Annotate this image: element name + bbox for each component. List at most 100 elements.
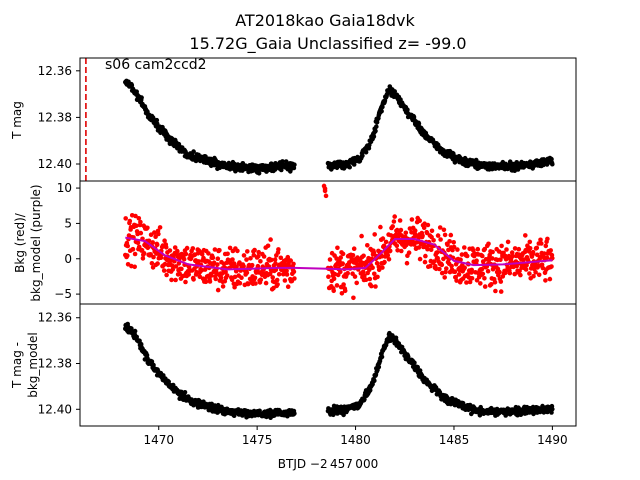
tmag-point bbox=[347, 164, 353, 170]
background-point bbox=[169, 277, 174, 283]
tmag-point bbox=[292, 162, 297, 167]
background-point bbox=[458, 257, 463, 263]
background-point bbox=[184, 245, 190, 251]
background-point bbox=[548, 248, 553, 253]
corrected-point bbox=[134, 334, 139, 340]
background-point bbox=[372, 271, 377, 277]
background-point bbox=[544, 255, 550, 261]
background-model-line bbox=[125, 236, 553, 271]
background-y-ticks: −5 0 5 10 bbox=[54, 181, 80, 301]
tmag-point bbox=[256, 171, 262, 176]
background-point bbox=[127, 218, 133, 224]
background-point bbox=[215, 262, 220, 267]
background-point bbox=[278, 255, 284, 261]
background-point bbox=[285, 284, 291, 290]
background-point bbox=[362, 273, 367, 278]
background-point bbox=[442, 232, 448, 238]
background-point bbox=[154, 242, 160, 248]
y-tick-label: 12.36 bbox=[38, 311, 72, 325]
panel-background: −5 0 5 10 Bkg (red)/ bkg_model (purple) bbox=[13, 180, 577, 305]
sector-annotation: s06 cam2ccd2 bbox=[105, 57, 207, 73]
background-point bbox=[441, 227, 447, 233]
background-point bbox=[249, 262, 255, 268]
background-point bbox=[275, 282, 280, 287]
background-point bbox=[531, 273, 536, 279]
background-point bbox=[273, 261, 278, 266]
background-point bbox=[447, 239, 452, 244]
background-point bbox=[547, 276, 553, 282]
panel-corrected: 12.36 12.38 12.40 1470 1475 1480 1485 1490 T m… bbox=[10, 303, 577, 471]
background-point bbox=[354, 280, 360, 286]
background-point bbox=[215, 256, 221, 262]
background-point bbox=[489, 282, 494, 287]
background-point bbox=[134, 223, 139, 228]
background-point bbox=[469, 276, 475, 281]
corrected-points-group bbox=[123, 321, 555, 421]
background-point bbox=[340, 261, 346, 266]
background-point bbox=[271, 285, 276, 291]
background-point bbox=[449, 263, 454, 269]
background-point bbox=[261, 254, 267, 259]
background-point bbox=[365, 243, 370, 248]
background-point bbox=[433, 266, 439, 272]
background-point bbox=[498, 289, 504, 294]
background-point bbox=[527, 271, 532, 276]
tmag-point bbox=[371, 134, 377, 139]
background-point bbox=[181, 256, 187, 262]
background-point bbox=[416, 245, 422, 250]
background-point bbox=[213, 276, 218, 282]
background-point bbox=[248, 255, 253, 261]
background-point bbox=[453, 274, 459, 280]
background-point bbox=[237, 280, 243, 286]
background-point bbox=[497, 269, 502, 275]
corrected-point bbox=[376, 364, 382, 370]
background-point bbox=[438, 237, 443, 242]
x-tick-label: 1480 bbox=[340, 433, 371, 447]
tmag-point bbox=[191, 149, 196, 154]
background-point bbox=[397, 218, 403, 223]
background-point bbox=[210, 255, 216, 260]
background-point bbox=[351, 246, 357, 251]
background-point bbox=[431, 238, 436, 243]
background-point bbox=[417, 218, 423, 223]
tmag-point bbox=[374, 124, 379, 129]
background-point bbox=[475, 246, 481, 252]
background-point bbox=[452, 269, 458, 275]
corrected-point bbox=[477, 413, 483, 418]
background-point bbox=[395, 248, 400, 253]
background-point bbox=[451, 240, 457, 245]
background-point bbox=[263, 280, 269, 286]
background-point bbox=[489, 256, 495, 261]
background-point bbox=[222, 278, 228, 284]
background-point bbox=[482, 284, 488, 289]
background-point bbox=[270, 275, 276, 280]
background-point bbox=[157, 225, 163, 230]
background-point bbox=[385, 253, 391, 258]
background-point bbox=[442, 275, 448, 280]
background-point bbox=[383, 239, 389, 245]
background-point bbox=[351, 295, 356, 301]
background-point bbox=[392, 214, 398, 219]
background-point bbox=[498, 279, 504, 284]
background-point bbox=[550, 255, 555, 261]
background-point bbox=[518, 272, 523, 278]
tmag-point bbox=[360, 153, 365, 158]
background-point bbox=[425, 222, 431, 228]
background-point bbox=[534, 245, 540, 251]
background-point bbox=[190, 246, 196, 251]
corrected-point bbox=[292, 411, 297, 416]
tmag-point bbox=[416, 121, 422, 126]
background-point bbox=[486, 241, 491, 247]
background-point bbox=[255, 253, 261, 259]
corrected-point bbox=[372, 378, 377, 384]
corrected-point bbox=[341, 412, 346, 418]
background-point bbox=[206, 251, 211, 256]
background-point bbox=[380, 265, 385, 270]
background-point bbox=[145, 245, 151, 251]
background-point bbox=[172, 245, 178, 250]
tmag-point bbox=[154, 117, 160, 123]
background-point bbox=[212, 247, 218, 252]
background-point bbox=[409, 217, 415, 222]
